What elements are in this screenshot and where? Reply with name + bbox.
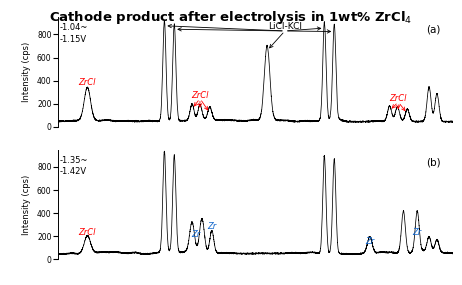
Text: -1.35~: -1.35~ bbox=[60, 156, 88, 164]
Text: -1.04~: -1.04~ bbox=[60, 23, 88, 32]
Text: (a): (a) bbox=[426, 25, 441, 35]
Text: ZrCl: ZrCl bbox=[79, 227, 96, 237]
Text: -1.42V: -1.42V bbox=[60, 167, 87, 176]
Text: Zr: Zr bbox=[191, 230, 201, 239]
Text: Zr: Zr bbox=[207, 222, 216, 231]
Text: LiCl-KCl: LiCl-KCl bbox=[268, 22, 302, 31]
Text: (b): (b) bbox=[426, 157, 441, 167]
Text: Zr: Zr bbox=[365, 237, 374, 246]
Text: ZrCl: ZrCl bbox=[191, 91, 209, 100]
Text: Zr: Zr bbox=[413, 227, 422, 237]
Text: -1.15V: -1.15V bbox=[60, 34, 87, 44]
Text: ZrCl: ZrCl bbox=[389, 94, 407, 103]
Text: ZrCl: ZrCl bbox=[79, 78, 96, 87]
Text: Cathode product after electrolysis in 1wt% ZrCl$_4$: Cathode product after electrolysis in 1w… bbox=[49, 9, 413, 26]
Y-axis label: Intensity (cps): Intensity (cps) bbox=[22, 42, 31, 102]
Y-axis label: Intensity (cps): Intensity (cps) bbox=[22, 174, 31, 235]
